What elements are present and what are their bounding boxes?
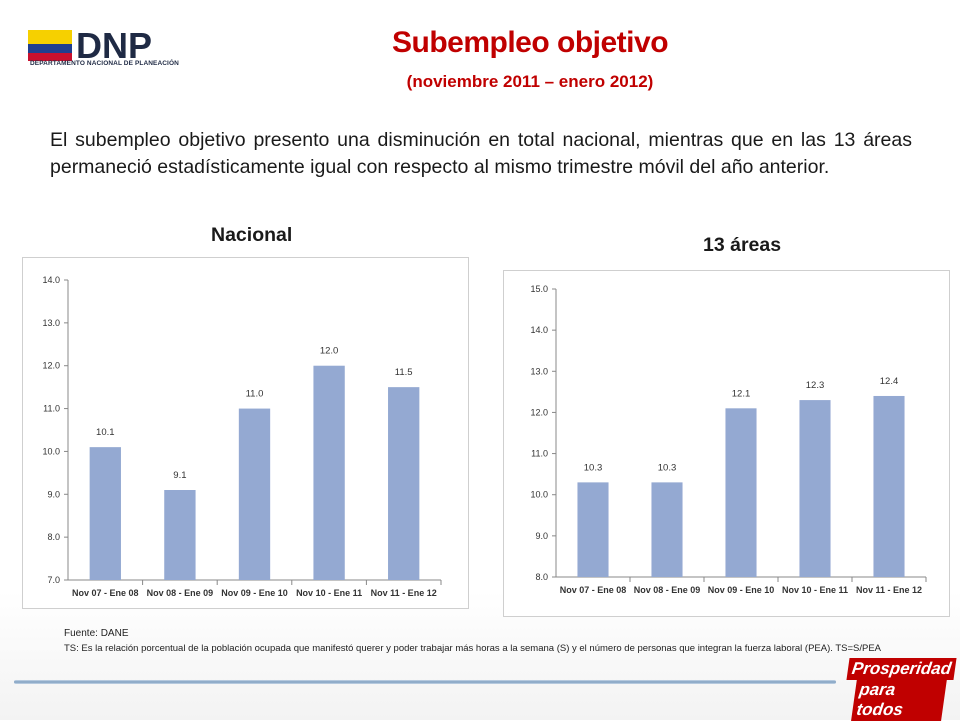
y-tick-label: 7.0 bbox=[47, 575, 60, 585]
page-title: Subempleo objetivo bbox=[391, 26, 669, 59]
prosperidad-badge: Prosperidad para todos bbox=[846, 658, 957, 721]
bar-value-label: 12.3 bbox=[806, 380, 825, 391]
y-tick-label: 15.0 bbox=[530, 284, 548, 294]
y-tick-label: 10.0 bbox=[42, 446, 60, 456]
category-label: Nov 10 - Ene 11 bbox=[782, 585, 848, 595]
flag-blue-stripe bbox=[28, 44, 72, 53]
badge-line-1: Prosperidad bbox=[846, 658, 957, 680]
y-tick-label: 8.0 bbox=[535, 572, 548, 582]
bar bbox=[89, 447, 121, 580]
chart-13-areas-svg: 8.0 9.0 10.0 11.0 12.0 13.0 14.0 15.0 10.3 Nov 07… bbox=[530, 284, 927, 595]
y-tick-label: 12.0 bbox=[42, 361, 60, 371]
bar-value-label: 10.1 bbox=[96, 427, 115, 438]
chart-13-areas: 8.0 9.0 10.0 11.0 12.0 13.0 14.0 15.0 10.3 Nov 07… bbox=[503, 270, 950, 617]
bar-value-label: 9.1 bbox=[173, 470, 186, 481]
y-tick-label: 12.0 bbox=[530, 407, 548, 417]
chart-nacional: 7.0 8.0 9.0 10.0 11.0 12.0 13.0 14.0 10.1 Nov 07 … bbox=[22, 257, 469, 609]
category-label: Nov 09 - Ene 10 bbox=[708, 585, 775, 595]
chart-title-13-areas: 13 áreas bbox=[703, 234, 782, 256]
y-tick-label: 9.0 bbox=[47, 489, 60, 499]
bar-value-label: 12.0 bbox=[320, 346, 339, 357]
badge-line-2: para todos bbox=[851, 679, 947, 721]
bar-value-label: 10.3 bbox=[658, 462, 677, 473]
logo-word: DNP bbox=[76, 25, 152, 66]
bar-value-label: 11.0 bbox=[246, 389, 264, 400]
logo-caption: DEPARTAMENTO NACIONAL DE PLANEACIÓN bbox=[30, 60, 179, 67]
category-label: Nov 10 - Ene 11 bbox=[296, 588, 362, 598]
flag-yellow-stripe bbox=[28, 30, 72, 44]
summary-paragraph: El subempleo objetivo presento una dismi… bbox=[50, 129, 912, 178]
bar-value-label: 12.4 bbox=[880, 376, 899, 387]
bar-value-label: 12.1 bbox=[732, 388, 751, 399]
source-value: DANE bbox=[100, 628, 129, 639]
source-line: Fuente: DANE bbox=[64, 628, 129, 639]
y-tick-label: 13.0 bbox=[530, 366, 548, 376]
bar bbox=[873, 395, 905, 577]
bar-value-label: 11.5 bbox=[395, 367, 413, 378]
bar bbox=[238, 408, 271, 580]
category-label: Nov 09 - Ene 10 bbox=[221, 588, 288, 598]
y-tick-label: 14.0 bbox=[530, 325, 548, 335]
bar bbox=[799, 400, 831, 577]
chart-title-nacional: Nacional bbox=[211, 224, 293, 246]
source-label: Fuente: bbox=[64, 628, 98, 639]
category-label: Nov 11 - Ene 12 bbox=[856, 585, 922, 595]
y-tick-label: 14.0 bbox=[42, 275, 60, 285]
chart-nacional-svg: 7.0 8.0 9.0 10.0 11.0 12.0 13.0 14.0 10.1 Nov 07 … bbox=[42, 275, 442, 598]
bar bbox=[388, 387, 420, 580]
y-tick-label: 11.0 bbox=[531, 449, 548, 459]
category-label: Nov 08 - Ene 09 bbox=[147, 588, 214, 598]
dnp-logo: DNP bbox=[28, 25, 152, 66]
y-tick-label: 11.0 bbox=[43, 404, 60, 414]
y-tick-label: 9.0 bbox=[535, 531, 548, 541]
page-subtitle: (noviembre 2011 – enero 2012) bbox=[406, 72, 654, 91]
definition-note: TS: Es la relación porcentual de la pobl… bbox=[64, 643, 882, 654]
category-label: Nov 07 - Ene 08 bbox=[560, 585, 627, 595]
y-tick-label: 8.0 bbox=[47, 532, 60, 542]
category-label: Nov 07 - Ene 08 bbox=[72, 588, 139, 598]
bar-value-label: 10.3 bbox=[584, 462, 603, 473]
flag-red-stripe bbox=[28, 53, 72, 61]
bar bbox=[313, 365, 345, 580]
bar bbox=[164, 490, 196, 580]
bar bbox=[725, 408, 757, 577]
y-tick-label: 10.0 bbox=[530, 490, 548, 500]
bar bbox=[651, 482, 683, 577]
bar bbox=[577, 482, 609, 577]
category-label: Nov 11 - Ene 12 bbox=[371, 588, 437, 598]
category-label: Nov 08 - Ene 09 bbox=[634, 585, 701, 595]
footer-divider bbox=[14, 680, 836, 684]
y-tick-label: 13.0 bbox=[42, 318, 60, 328]
